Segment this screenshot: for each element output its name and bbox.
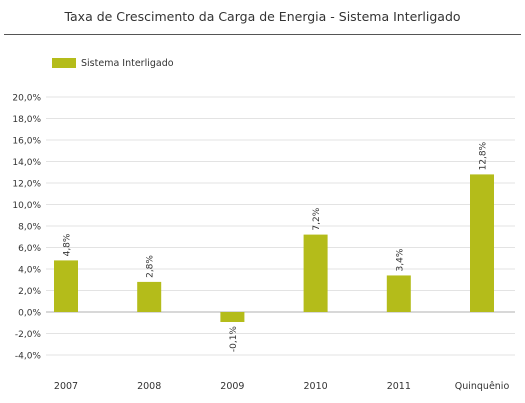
x-tick-label: Quinquênio [455,381,510,392]
data-label: 12,8% [479,141,489,170]
bar [137,281,162,312]
y-tick-label: -2,0% [15,330,42,340]
y-tick-label: 10,0% [12,201,41,211]
x-tick-label: 2008 [137,381,161,392]
y-tick-label: 2,0% [18,287,41,297]
x-tick-label: 2010 [304,381,328,392]
y-tick-label: 12,0% [12,180,41,190]
data-label: 4,8% [63,233,73,256]
y-tick-label: -4,0% [15,352,42,362]
y-tick-label: 18,0% [12,115,41,125]
bar [220,312,245,322]
y-tick-label: 0,0% [18,309,41,319]
data-label: 2,8% [146,255,156,278]
legend-label: Sistema Interligado [81,57,174,69]
legend-swatch [52,58,76,68]
y-tick-label: 8,0% [18,223,41,233]
bar [303,234,328,312]
y-tick-label: 16,0% [12,137,41,147]
y-tick-label: 20,0% [12,94,41,104]
bar [54,260,78,312]
title-divider [4,34,521,35]
data-label: 3,4% [395,248,405,271]
bar [386,275,411,312]
x-tick-label: 2011 [387,381,411,392]
chart-title: Taxa de Crescimento da Carga de Energia … [64,9,461,24]
y-tick-label: 6,0% [18,244,41,254]
bar [470,174,494,312]
data-label: -0,1% [229,326,239,353]
legend: Sistema Interligado [52,56,174,70]
x-tick-label: 2007 [54,381,78,392]
y-tick-label: 14,0% [12,158,41,168]
data-label: 7,2% [312,207,322,230]
x-tick-label: 2009 [220,381,244,392]
y-tick-label: 4,0% [18,266,41,276]
